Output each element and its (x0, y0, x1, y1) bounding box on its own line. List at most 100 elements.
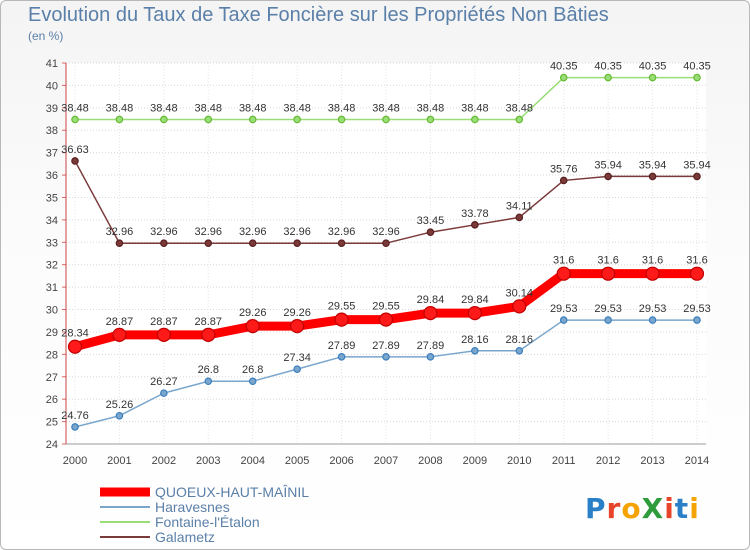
y-tick-label: 36 (46, 170, 58, 182)
data-point (382, 353, 390, 361)
y-tick-label: 32 (46, 260, 58, 272)
data-point (382, 239, 390, 247)
logo-letter: i (689, 492, 700, 525)
data-point (245, 319, 260, 334)
data-label: 27.34 (283, 352, 311, 364)
y-tick-label: 29 (46, 327, 58, 339)
x-tick-label: 2001 (107, 455, 131, 467)
data-label: 38.48 (195, 102, 223, 114)
data-label: 32.96 (283, 226, 311, 238)
y-tick-label: 28 (46, 349, 58, 361)
data-label: 29.55 (328, 301, 356, 313)
data-point (426, 353, 435, 361)
data-point (160, 239, 168, 247)
data-point (556, 266, 571, 281)
data-point (71, 157, 79, 165)
data-label: 29.53 (639, 303, 667, 315)
x-tick-label: 2002 (152, 455, 176, 467)
data-point (423, 306, 438, 321)
y-tick-label: 30 (46, 305, 58, 317)
logo-letter: P (585, 492, 607, 525)
data-label: 40.35 (683, 61, 711, 73)
data-point (204, 115, 213, 124)
data-point (156, 327, 171, 342)
logo-letter: i (664, 492, 675, 525)
x-tick-label: 2003 (196, 455, 220, 467)
data-point (201, 327, 216, 342)
data-point (604, 73, 612, 82)
data-label: 27.89 (372, 340, 400, 352)
data-label: 38.48 (106, 102, 134, 114)
data-label: 34.11 (506, 200, 533, 212)
data-point (248, 115, 257, 124)
data-point (115, 411, 124, 420)
data-label: 29.53 (550, 303, 578, 315)
data-point (604, 316, 612, 324)
data-point (515, 213, 524, 222)
y-tick-label: 24 (46, 439, 58, 451)
data-point (71, 115, 79, 124)
data-point (160, 389, 168, 397)
data-label: 28.34 (61, 328, 89, 340)
data-point (604, 172, 612, 181)
data-point (648, 73, 657, 82)
data-point (71, 423, 79, 431)
data-point (512, 299, 527, 314)
data-label: 30.14 (506, 287, 534, 299)
unit-label: (en %) (28, 29, 64, 43)
data-label: 32.96 (195, 226, 223, 238)
data-label: 40.35 (550, 61, 578, 73)
data-point (559, 316, 568, 324)
data-point (693, 316, 701, 324)
data-label: 28.87 (195, 316, 223, 328)
data-label: 38.48 (328, 102, 356, 114)
data-label: 29.26 (283, 307, 311, 319)
data-label: 32.96 (150, 226, 178, 238)
x-tick-label: 2006 (329, 455, 353, 467)
logo-letter: X (641, 492, 665, 525)
data-label: 28.87 (150, 316, 178, 328)
x-tick-label: 2010 (507, 455, 531, 467)
data-point (559, 176, 568, 185)
data-point (689, 266, 705, 281)
legend-label: Galametz (155, 529, 215, 545)
data-point (426, 228, 435, 237)
y-tick-label: 25 (46, 417, 58, 429)
data-label: 32.96 (372, 226, 400, 238)
data-label: 38.48 (372, 102, 400, 114)
proxiti-logo: ProXiti (585, 492, 700, 525)
data-point (559, 73, 568, 82)
data-label: 29.84 (417, 294, 445, 306)
data-label: 38.48 (283, 102, 311, 114)
data-label: 28.87 (106, 316, 134, 328)
data-label: 33.45 (417, 215, 445, 227)
data-point (515, 346, 524, 355)
y-tick-label: 27 (46, 372, 58, 384)
data-point (160, 115, 168, 124)
data-point (648, 172, 657, 181)
data-label: 26.27 (150, 376, 178, 388)
data-point (693, 172, 701, 181)
y-tick-label: 40 (46, 80, 58, 92)
data-label: 31.6 (597, 255, 618, 267)
data-label: 35.94 (594, 159, 622, 171)
data-label: 28.16 (506, 334, 534, 346)
data-point (337, 115, 346, 124)
legend-label: QUOEUX-HAUT-MAÎNIL (155, 484, 309, 500)
data-point (204, 377, 213, 386)
data-label: 28.16 (461, 334, 489, 346)
data-label: 29.55 (372, 301, 400, 313)
data-point (334, 312, 349, 327)
y-tick-label: 37 (46, 148, 58, 160)
data-label: 25.26 (106, 399, 134, 411)
y-tick-label: 39 (46, 103, 58, 115)
data-label: 29.26 (239, 307, 267, 319)
data-point (204, 239, 213, 247)
data-label: 40.35 (594, 61, 622, 73)
data-label: 35.94 (683, 159, 711, 171)
data-point (601, 266, 616, 281)
x-tick-label: 2005 (285, 455, 309, 467)
data-point (515, 115, 524, 124)
y-tick-label: 31 (46, 282, 58, 294)
y-tick-label: 33 (46, 237, 58, 249)
